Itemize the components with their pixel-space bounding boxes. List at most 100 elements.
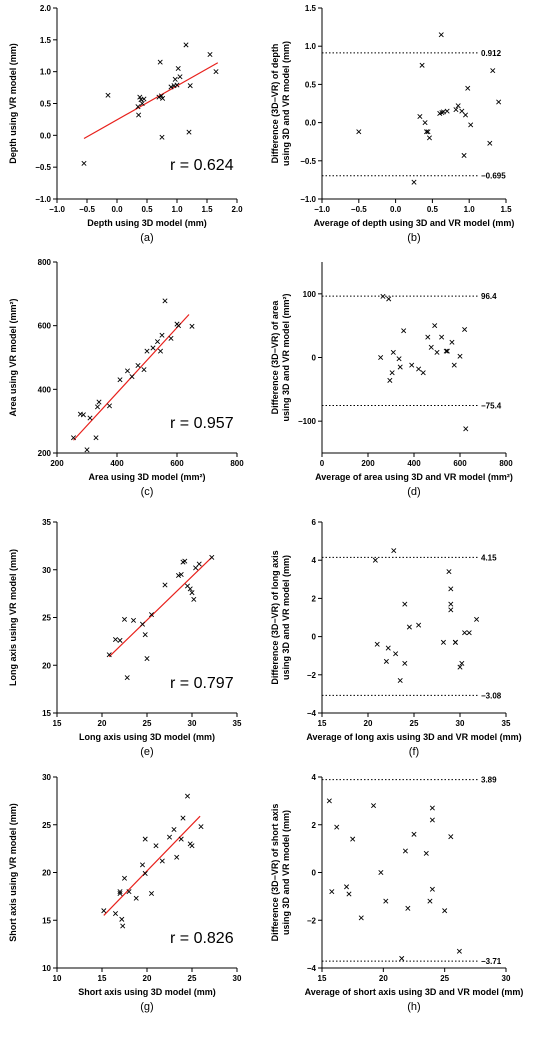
y-tick-label: 35 [42, 518, 51, 527]
data-point [326, 798, 332, 804]
x-tick-label: 35 [233, 719, 242, 728]
data-point [162, 582, 168, 588]
data-point-stroke [440, 639, 446, 645]
data-point [459, 660, 465, 666]
x-axis-title: Average of short axis using 3D and VR mo… [305, 987, 524, 997]
x-tick-label: 0.0 [390, 205, 402, 214]
data-point-stroke [344, 884, 350, 890]
x-tick-label: 0.0 [111, 205, 123, 214]
data-point-stroke [416, 622, 422, 628]
y-tick-label: 1.0 [305, 42, 317, 51]
x-tick-label: 15 [53, 719, 62, 728]
data-point [409, 362, 415, 368]
data-point [183, 42, 189, 48]
data-point-stroke [423, 129, 430, 135]
y-tick-label: 2 [312, 594, 317, 603]
data-point [397, 678, 403, 684]
data-point-stroke [452, 639, 458, 645]
data-point-stroke [139, 862, 146, 868]
data-point [117, 889, 123, 895]
data-point [157, 59, 163, 65]
data-point-stroke [427, 898, 433, 904]
data-point [142, 836, 148, 842]
data-point-stroke [468, 122, 474, 128]
data-point-stroke [358, 915, 364, 921]
data-point [429, 805, 435, 811]
data-point-stroke [148, 890, 155, 897]
data-point [429, 886, 435, 892]
x-tick-label: −0.5 [351, 205, 367, 214]
data-point-stroke [162, 298, 168, 304]
data-point [350, 836, 356, 842]
data-point-stroke [144, 348, 150, 354]
data-point [139, 100, 145, 107]
data-point [461, 152, 467, 158]
data-point [166, 834, 173, 840]
data-point-stroke [121, 875, 128, 881]
data-point [428, 344, 434, 350]
data-point-stroke [166, 834, 173, 840]
data-point [137, 94, 143, 100]
data-point-stroke [144, 656, 150, 662]
data-point-stroke [189, 323, 195, 329]
data-point-stroke [193, 565, 199, 571]
data-point-stroke [462, 630, 468, 636]
data-point-stroke [141, 96, 147, 102]
data-point-stroke [406, 624, 412, 630]
data-point [174, 82, 180, 88]
data-point [178, 836, 184, 842]
data-point [423, 850, 429, 856]
x-tick-label: 15 [318, 719, 327, 728]
data-point [417, 113, 423, 120]
data-point [378, 869, 384, 876]
data-point-stroke [399, 955, 405, 961]
data-point [490, 68, 496, 74]
data-point-stroke [429, 805, 435, 811]
data-point-stroke [426, 135, 432, 141]
data-point-stroke [209, 554, 215, 560]
data-point-stroke [137, 94, 143, 100]
limit-label-bg [478, 399, 510, 411]
data-point [178, 572, 184, 578]
limit-of-agreement-label: 4.15 [481, 553, 497, 562]
y-tick-label: 2.0 [40, 4, 52, 13]
data-point [160, 95, 166, 101]
y-axis-title: Depth using VR model (mm) [8, 43, 18, 164]
panel-f: 15 20 25 30 35 −4 −2 0 2 4 6 Average of long axis u… [270, 518, 522, 758]
y-tick-label: 30 [42, 773, 51, 782]
data-point [465, 85, 471, 91]
data-point [117, 637, 123, 643]
data-point [196, 561, 202, 567]
data-point-stroke [93, 435, 99, 441]
data-point [416, 622, 422, 628]
data-point [440, 639, 446, 645]
y-tick-label: 25 [42, 821, 51, 830]
data-point-stroke [153, 843, 159, 849]
data-point-stroke [81, 160, 87, 166]
data-point-stroke [423, 850, 429, 856]
data-point-stroke [187, 586, 193, 592]
data-point-stroke [162, 582, 168, 588]
y-axis-title: Difference (3D−VR) of areausing 3D and V… [270, 293, 291, 421]
data-point-stroke [378, 354, 384, 361]
data-point-stroke [178, 572, 184, 578]
data-point-stroke [350, 836, 356, 842]
data-point [371, 803, 377, 809]
data-point [420, 370, 426, 376]
data-point [468, 122, 474, 128]
x-tick-label: 400 [407, 459, 421, 468]
y-axis-title-line: Difference (3D−VR) of long axis [270, 550, 280, 684]
data-point [387, 377, 393, 383]
data-point-stroke [444, 348, 450, 354]
panel-label: (g) [140, 1001, 153, 1013]
data-point [135, 362, 141, 368]
data-point [142, 870, 148, 876]
data-point-stroke [159, 134, 165, 140]
data-point-stroke [434, 349, 440, 355]
data-point-stroke [378, 869, 384, 876]
data-point [446, 569, 452, 575]
y-tick-label: −4 [307, 709, 317, 718]
data-point-stroke [490, 68, 496, 74]
data-point-stroke [459, 108, 465, 114]
data-point-stroke [444, 108, 450, 114]
